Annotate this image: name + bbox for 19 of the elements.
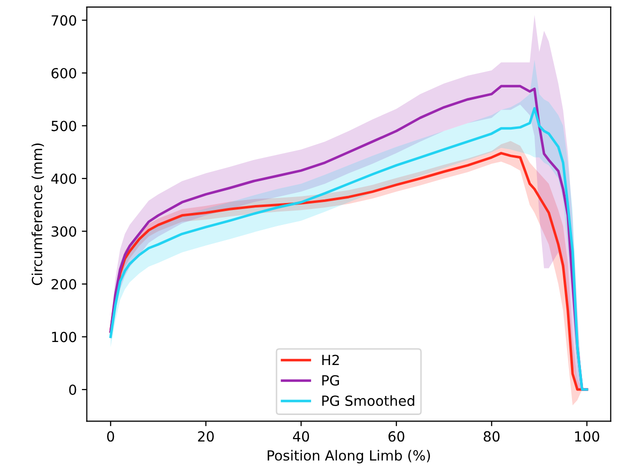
legend-label: PG Smoothed xyxy=(322,395,414,406)
x-tick-label: 40 xyxy=(292,431,310,442)
y-tick-label: 0 xyxy=(69,384,76,396)
y-tick-label: 700 xyxy=(52,15,76,26)
x-axis-title: Position Along Limb (%) xyxy=(268,450,430,464)
legend-label: PG xyxy=(322,375,339,386)
x-tick-label: 0 xyxy=(107,431,114,442)
y-tick-label: 200 xyxy=(52,278,76,290)
y-axis-title: Circumference (mm) xyxy=(32,144,44,286)
x-tick-label: 80 xyxy=(484,431,500,442)
y-tick-label: 400 xyxy=(51,173,76,184)
y-tick-label: 100 xyxy=(52,332,76,342)
x-tick-label: 20 xyxy=(198,431,214,442)
y-tick-label: 600 xyxy=(52,68,76,78)
legend-label: H2 xyxy=(322,354,339,366)
y-tick-label: 500 xyxy=(52,120,76,132)
y-tick-label: 300 xyxy=(52,226,76,237)
x-tick-label: 60 xyxy=(388,431,404,442)
x-tick-label: 100 xyxy=(575,431,600,442)
